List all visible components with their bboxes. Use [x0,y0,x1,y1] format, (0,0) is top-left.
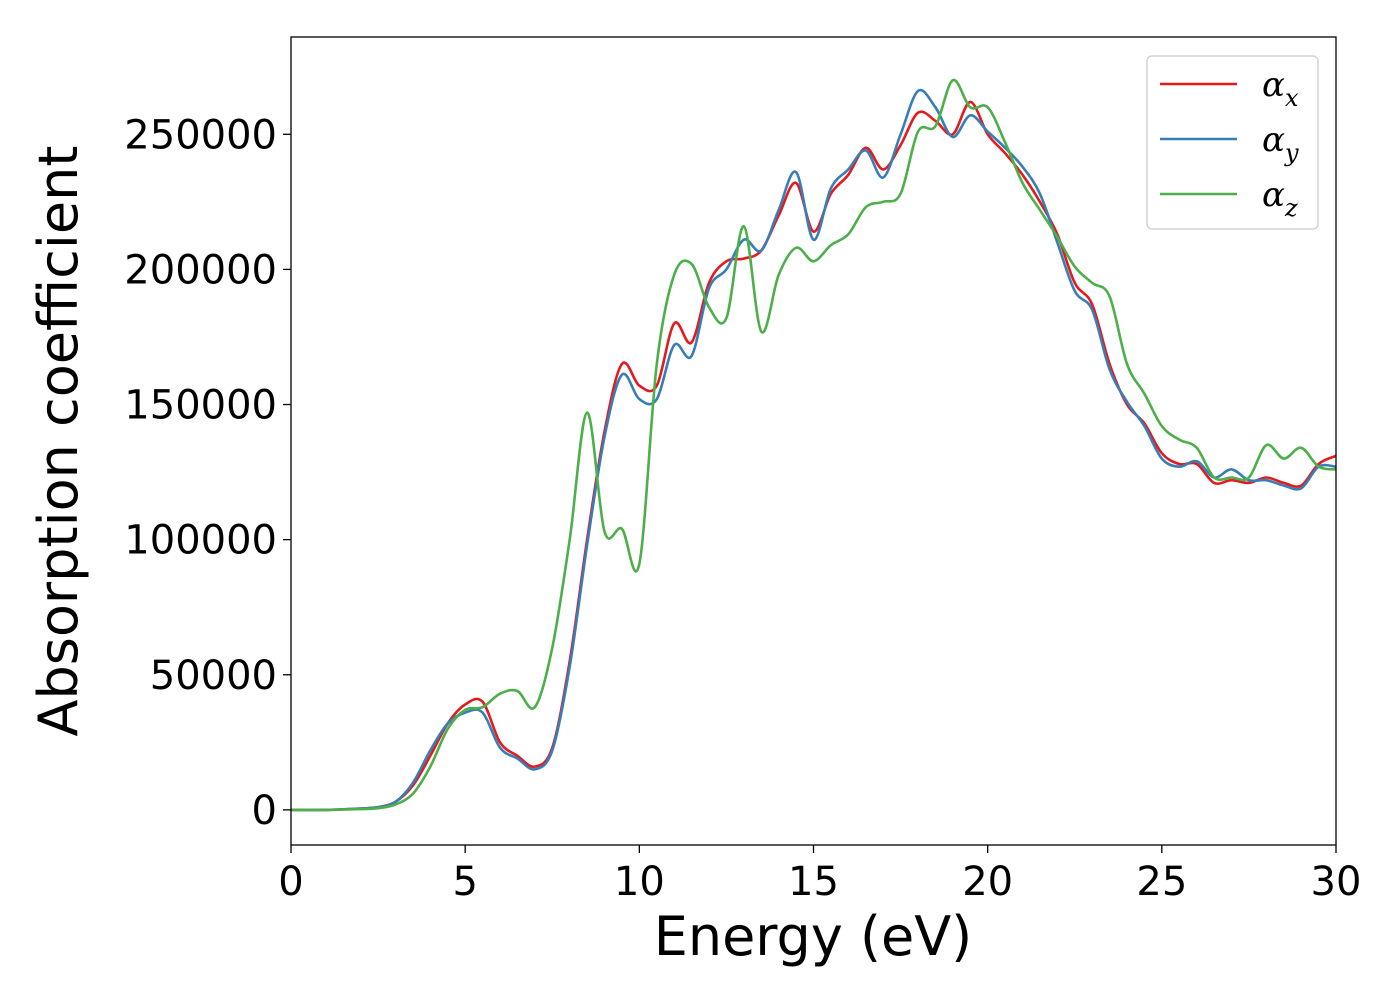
x-axis-title: Energy (eV) [654,905,973,968]
y-tick-label: 200000 [124,247,277,293]
x-tick-label: 30 [1311,859,1362,905]
series-line-alpha-z [291,78,1336,812]
legend-subscript: x [1285,84,1299,112]
legend-symbol: α [1262,65,1285,105]
x-tick-label: 15 [788,859,839,905]
x-tick-label: 5 [452,859,477,905]
y-axis-ticks: 0 50000 100000 150000 200000 250000 [124,112,291,834]
y-tick-label: 0 [252,788,277,834]
y-tick-label: 100000 [124,518,277,564]
x-tick-label: 25 [1136,859,1187,905]
x-tick-label: 20 [962,859,1013,905]
series-line-alpha-y [291,88,1336,812]
y-tick-label: 50000 [150,653,277,699]
legend-subscript: y [1284,139,1299,167]
series-layer [291,78,1336,812]
legend-symbol: α [1262,120,1285,160]
legend-frame [1146,55,1319,230]
y-tick-label: 250000 [124,112,277,158]
y-axis-title: Absorption coefficient [27,146,90,737]
legend-label-alpha-z: αz [1262,175,1298,222]
legend-subscript: z [1284,194,1298,222]
legend-symbol: α [1262,175,1285,215]
x-tick-label: 0 [278,859,303,905]
x-tick-label: 10 [614,859,665,905]
x-axis-ticks: 0 5 10 15 20 25 30 [278,845,1361,905]
legend-label-alpha-y: αy [1262,120,1299,167]
y-tick-label: 150000 [124,383,277,429]
legend-label-alpha-x: αx [1262,65,1299,112]
